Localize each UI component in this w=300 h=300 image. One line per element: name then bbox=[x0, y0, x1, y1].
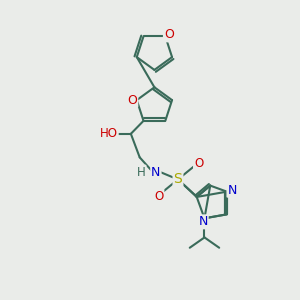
Text: HO: HO bbox=[100, 127, 118, 140]
Text: S: S bbox=[174, 172, 182, 186]
Text: N: N bbox=[227, 184, 237, 197]
Text: O: O bbox=[164, 28, 174, 41]
Text: N: N bbox=[151, 166, 160, 178]
Text: O: O bbox=[128, 94, 137, 106]
Text: N: N bbox=[198, 215, 208, 228]
Text: H: H bbox=[137, 166, 146, 178]
Text: O: O bbox=[154, 190, 164, 203]
Text: O: O bbox=[194, 157, 203, 170]
